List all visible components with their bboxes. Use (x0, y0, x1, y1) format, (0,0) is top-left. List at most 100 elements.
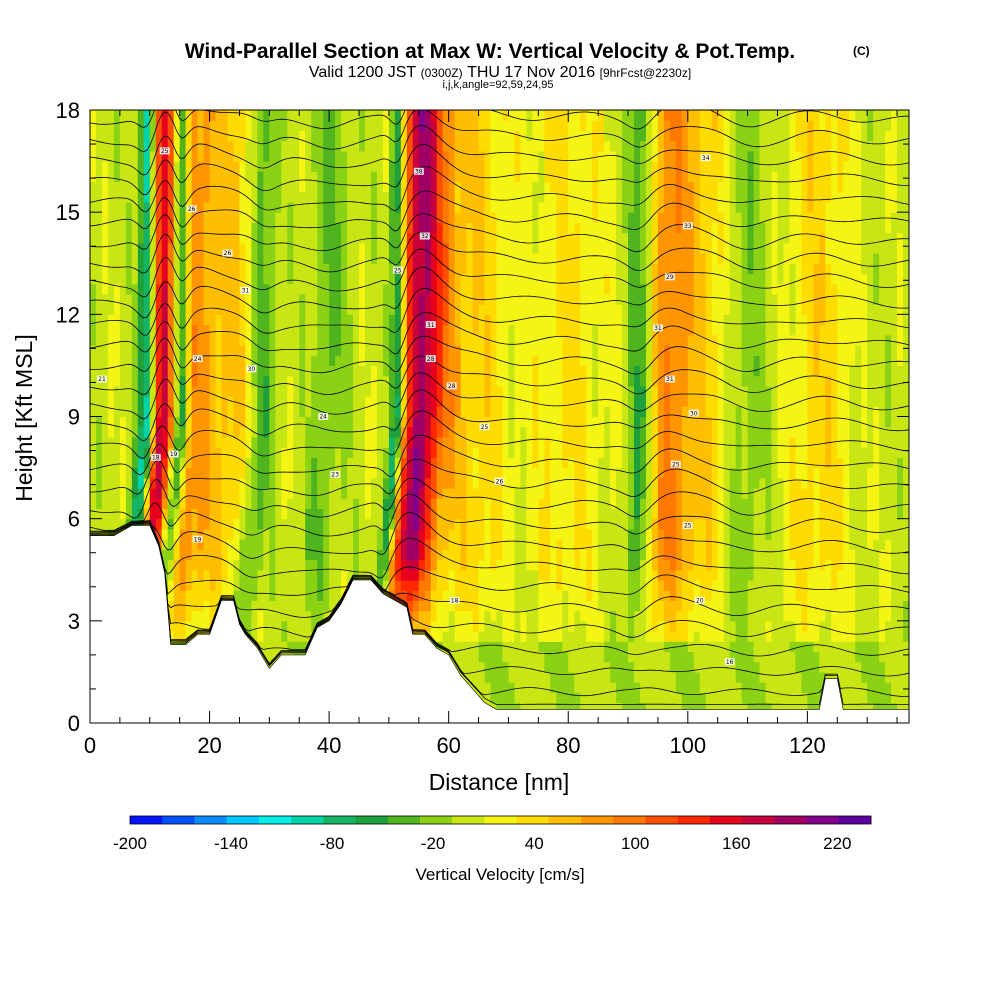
velocity-cell (329, 600, 336, 612)
velocity-cell (245, 212, 253, 223)
velocity-cell (149, 130, 157, 142)
velocity-cell (269, 416, 276, 428)
velocity-cell (370, 242, 378, 254)
velocity-cell (281, 416, 288, 428)
velocity-cell (263, 253, 270, 264)
velocity-cell (502, 232, 510, 244)
velocity-cell (376, 344, 384, 356)
velocity-cell (299, 426, 306, 438)
velocity-cell (173, 304, 181, 315)
velocity-cell (311, 600, 318, 612)
velocity-cell (532, 334, 539, 346)
velocity-cell (113, 385, 121, 397)
velocity-cell (562, 682, 569, 693)
velocity-cell (317, 253, 324, 264)
velocity-cell (293, 488, 300, 499)
velocity-cell (508, 355, 516, 367)
velocity-cell (197, 488, 205, 499)
velocity-cell (376, 528, 384, 540)
velocity-cell (269, 314, 276, 326)
velocity-cell (370, 212, 378, 223)
velocity-cell (227, 508, 235, 520)
velocity-cell (532, 120, 539, 132)
velocity-cell (514, 212, 522, 223)
velocity-cell (544, 488, 551, 499)
velocity-cell (574, 396, 581, 407)
velocity-cell (233, 467, 241, 479)
velocity-cell (335, 477, 342, 489)
velocity-cell (412, 130, 420, 142)
velocity-cell (568, 161, 575, 172)
velocity-cell (448, 467, 456, 479)
velocity-cell (484, 467, 492, 479)
velocity-cell (562, 304, 569, 315)
velocity-cell (478, 518, 486, 530)
velocity-cell (305, 467, 312, 479)
velocity-cell (526, 110, 533, 121)
velocity-cell (538, 150, 545, 162)
velocity-cell (376, 304, 384, 315)
velocity-cell (323, 242, 330, 254)
velocity-cell (430, 304, 438, 315)
velocity-cell (287, 171, 294, 183)
velocity-cell (460, 355, 468, 367)
velocity-cell (269, 447, 276, 458)
velocity-cell (329, 293, 336, 305)
velocity-cell (257, 559, 264, 571)
velocity-cell (293, 110, 300, 121)
velocity-cell (556, 130, 563, 142)
velocity-cell (263, 293, 270, 305)
velocity-cell (167, 120, 175, 132)
velocity-cell (90, 508, 97, 520)
velocity-cell (95, 518, 103, 530)
velocity-cell (359, 467, 366, 479)
velocity-cell (370, 324, 378, 336)
velocity-cell (490, 610, 498, 622)
velocity-cell (197, 334, 205, 346)
velocity-cell (454, 212, 462, 223)
velocity-cell (502, 426, 510, 438)
velocity-cell (520, 283, 527, 295)
velocity-cell (143, 263, 151, 275)
velocity-cell (197, 324, 205, 336)
velocity-cell (275, 273, 282, 285)
velocity-cell (448, 181, 456, 193)
velocity-cell (173, 569, 181, 581)
velocity-cell (526, 569, 533, 581)
velocity-cell (460, 641, 468, 653)
velocity-cell (209, 314, 217, 326)
velocity-cell (490, 651, 498, 663)
velocity-cell (203, 130, 211, 142)
velocity-cell (323, 590, 330, 601)
velocity-cell (550, 375, 557, 387)
velocity-cell (376, 416, 384, 428)
velocity-cell (388, 171, 396, 183)
velocity-cell (532, 130, 539, 142)
velocity-cell (215, 344, 223, 356)
velocity-cell (556, 559, 563, 571)
velocity-cell (209, 518, 217, 530)
velocity-cell (556, 631, 563, 642)
velocity-cell (269, 559, 276, 571)
velocity-cell (90, 304, 97, 315)
velocity-cell (95, 396, 103, 407)
velocity-cell (370, 263, 378, 275)
velocity-cell (490, 447, 498, 458)
velocity-cell (203, 620, 211, 632)
velocity-cell (287, 222, 294, 234)
velocity-cell (233, 273, 241, 285)
velocity-cell (239, 416, 247, 428)
velocity-cell (448, 498, 456, 510)
velocity-cell (448, 344, 456, 356)
velocity-cell (90, 263, 97, 275)
velocity-cell (562, 344, 569, 356)
velocity-cell (478, 232, 486, 244)
velocity-cell (305, 242, 312, 254)
velocity-cell (502, 488, 510, 499)
velocity-cell (203, 549, 211, 561)
velocity-cell (209, 304, 217, 315)
velocity-cell (514, 590, 522, 601)
velocity-cell (215, 590, 223, 601)
velocity-cell (293, 150, 300, 162)
